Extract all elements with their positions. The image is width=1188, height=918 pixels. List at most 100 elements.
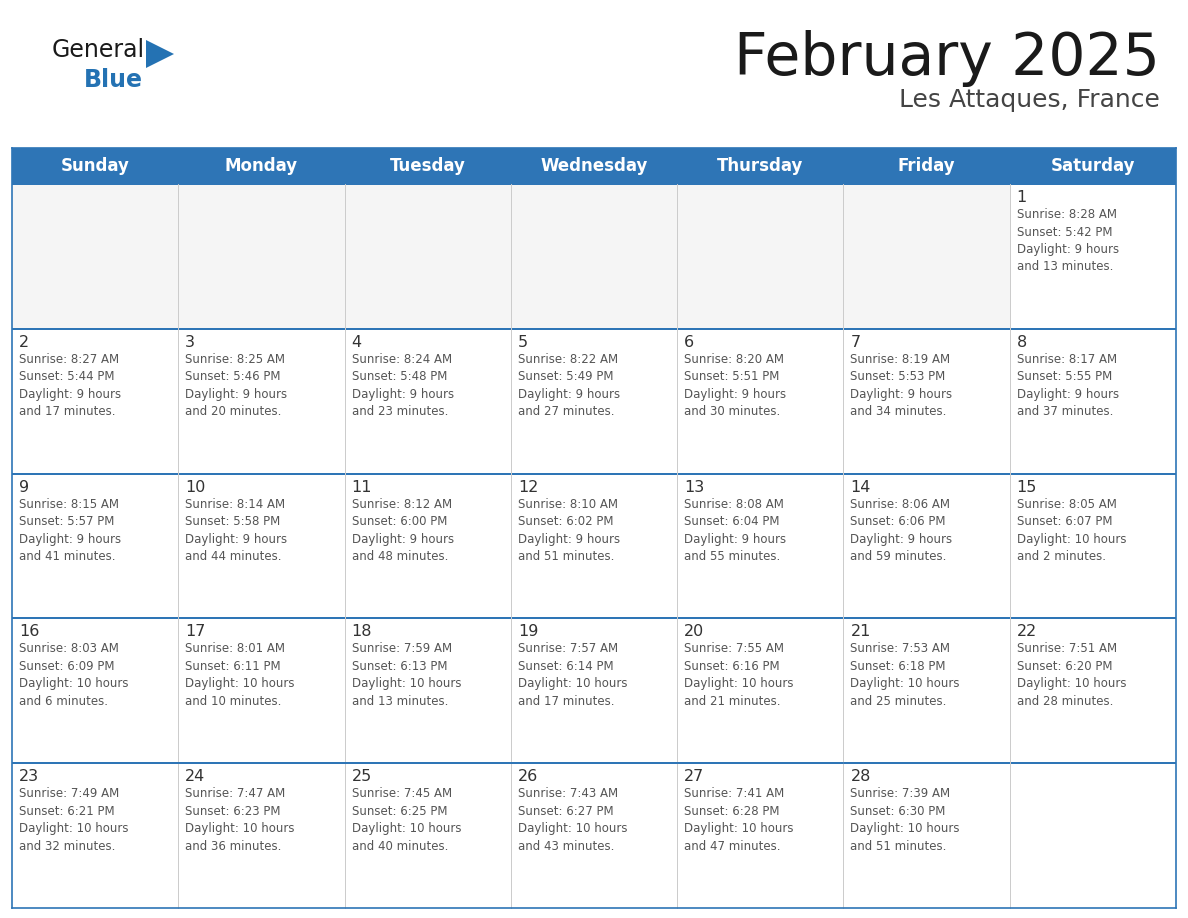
Text: February 2025: February 2025 [734,30,1159,87]
Bar [12,329,178,474]
Bar [511,329,677,474]
Text: 13: 13 [684,479,704,495]
Text: 3: 3 [185,335,195,350]
Bar [511,763,677,908]
Text: Sunrise: 8:19 AM
Sunset: 5:53 PM
Daylight: 9 hours
and 34 minutes.: Sunrise: 8:19 AM Sunset: 5:53 PM Dayligh… [851,353,953,419]
Text: 10: 10 [185,479,206,495]
Bar [677,763,843,908]
Text: 21: 21 [851,624,871,640]
Bar [511,474,677,619]
Text: Sunrise: 7:39 AM
Sunset: 6:30 PM
Daylight: 10 hours
and 51 minutes.: Sunrise: 7:39 AM Sunset: 6:30 PM Dayligh… [851,788,960,853]
Text: Sunrise: 7:51 AM
Sunset: 6:20 PM
Daylight: 10 hours
and 28 minutes.: Sunrise: 7:51 AM Sunset: 6:20 PM Dayligh… [1017,643,1126,708]
Text: Sunrise: 8:10 AM
Sunset: 6:02 PM
Daylight: 9 hours
and 51 minutes.: Sunrise: 8:10 AM Sunset: 6:02 PM Dayligh… [518,498,620,563]
Text: Thursday: Thursday [718,157,803,175]
Bar [1010,763,1176,908]
Bar [843,763,1010,908]
Text: Sunrise: 8:17 AM
Sunset: 5:55 PM
Daylight: 9 hours
and 37 minutes.: Sunrise: 8:17 AM Sunset: 5:55 PM Dayligh… [1017,353,1119,419]
Text: 28: 28 [851,769,871,784]
Bar [511,184,677,329]
Text: Sunrise: 8:06 AM
Sunset: 6:06 PM
Daylight: 9 hours
and 59 minutes.: Sunrise: 8:06 AM Sunset: 6:06 PM Dayligh… [851,498,953,563]
Bar [843,474,1010,619]
Text: Wednesday: Wednesday [541,157,647,175]
Bar [12,763,178,908]
Text: Sunrise: 8:03 AM
Sunset: 6:09 PM
Daylight: 10 hours
and 6 minutes.: Sunrise: 8:03 AM Sunset: 6:09 PM Dayligh… [19,643,128,708]
Text: Sunday: Sunday [61,157,129,175]
Text: 22: 22 [1017,624,1037,640]
Bar [345,619,511,763]
Bar [1010,184,1176,329]
Bar [178,184,345,329]
Bar [1010,329,1176,474]
Bar [511,619,677,763]
Bar [12,474,178,619]
Bar [178,619,345,763]
Text: Tuesday: Tuesday [390,157,466,175]
Text: Sunrise: 7:41 AM
Sunset: 6:28 PM
Daylight: 10 hours
and 47 minutes.: Sunrise: 7:41 AM Sunset: 6:28 PM Dayligh… [684,788,794,853]
Bar [843,619,1010,763]
Text: Sunrise: 7:57 AM
Sunset: 6:14 PM
Daylight: 10 hours
and 17 minutes.: Sunrise: 7:57 AM Sunset: 6:14 PM Dayligh… [518,643,627,708]
Text: 7: 7 [851,335,860,350]
Text: 6: 6 [684,335,694,350]
Bar [677,184,843,329]
Bar [345,184,511,329]
Text: 15: 15 [1017,479,1037,495]
Bar [677,619,843,763]
Text: General: General [52,38,145,62]
Text: 27: 27 [684,769,704,784]
Text: 26: 26 [518,769,538,784]
Text: Sunrise: 8:20 AM
Sunset: 5:51 PM
Daylight: 9 hours
and 30 minutes.: Sunrise: 8:20 AM Sunset: 5:51 PM Dayligh… [684,353,786,419]
Text: Sunrise: 8:25 AM
Sunset: 5:46 PM
Daylight: 9 hours
and 20 minutes.: Sunrise: 8:25 AM Sunset: 5:46 PM Dayligh… [185,353,287,419]
Text: Les Attaques, France: Les Attaques, France [899,88,1159,112]
Bar [843,184,1010,329]
Bar [12,148,1176,184]
Text: 20: 20 [684,624,704,640]
Text: Sunrise: 8:08 AM
Sunset: 6:04 PM
Daylight: 9 hours
and 55 minutes.: Sunrise: 8:08 AM Sunset: 6:04 PM Dayligh… [684,498,786,563]
Bar [1010,619,1176,763]
Text: Sunrise: 8:12 AM
Sunset: 6:00 PM
Daylight: 9 hours
and 48 minutes.: Sunrise: 8:12 AM Sunset: 6:00 PM Dayligh… [352,498,454,563]
Text: Sunrise: 8:24 AM
Sunset: 5:48 PM
Daylight: 9 hours
and 23 minutes.: Sunrise: 8:24 AM Sunset: 5:48 PM Dayligh… [352,353,454,419]
Bar [843,329,1010,474]
Text: Sunrise: 7:55 AM
Sunset: 6:16 PM
Daylight: 10 hours
and 21 minutes.: Sunrise: 7:55 AM Sunset: 6:16 PM Dayligh… [684,643,794,708]
Text: Sunrise: 8:14 AM
Sunset: 5:58 PM
Daylight: 9 hours
and 44 minutes.: Sunrise: 8:14 AM Sunset: 5:58 PM Dayligh… [185,498,287,563]
Text: Sunrise: 8:22 AM
Sunset: 5:49 PM
Daylight: 9 hours
and 27 minutes.: Sunrise: 8:22 AM Sunset: 5:49 PM Dayligh… [518,353,620,419]
Bar [178,474,345,619]
Text: Sunrise: 8:28 AM
Sunset: 5:42 PM
Daylight: 9 hours
and 13 minutes.: Sunrise: 8:28 AM Sunset: 5:42 PM Dayligh… [1017,208,1119,274]
Text: 23: 23 [19,769,39,784]
Text: Sunrise: 8:01 AM
Sunset: 6:11 PM
Daylight: 10 hours
and 10 minutes.: Sunrise: 8:01 AM Sunset: 6:11 PM Dayligh… [185,643,295,708]
Text: Monday: Monday [225,157,298,175]
Text: Sunrise: 7:45 AM
Sunset: 6:25 PM
Daylight: 10 hours
and 40 minutes.: Sunrise: 7:45 AM Sunset: 6:25 PM Dayligh… [352,788,461,853]
Text: 1: 1 [1017,190,1026,205]
Text: 11: 11 [352,479,372,495]
Polygon shape [146,40,173,68]
Text: 2: 2 [19,335,30,350]
Text: Sunrise: 7:53 AM
Sunset: 6:18 PM
Daylight: 10 hours
and 25 minutes.: Sunrise: 7:53 AM Sunset: 6:18 PM Dayligh… [851,643,960,708]
Text: Sunrise: 8:15 AM
Sunset: 5:57 PM
Daylight: 9 hours
and 41 minutes.: Sunrise: 8:15 AM Sunset: 5:57 PM Dayligh… [19,498,121,563]
Bar [345,763,511,908]
Text: 25: 25 [352,769,372,784]
Text: Friday: Friday [898,157,955,175]
Text: 24: 24 [185,769,206,784]
Bar [12,184,178,329]
Text: Saturday: Saturday [1050,157,1135,175]
Text: Sunrise: 7:49 AM
Sunset: 6:21 PM
Daylight: 10 hours
and 32 minutes.: Sunrise: 7:49 AM Sunset: 6:21 PM Dayligh… [19,788,128,853]
Text: 12: 12 [518,479,538,495]
Text: Sunrise: 8:27 AM
Sunset: 5:44 PM
Daylight: 9 hours
and 17 minutes.: Sunrise: 8:27 AM Sunset: 5:44 PM Dayligh… [19,353,121,419]
Text: Sunrise: 8:05 AM
Sunset: 6:07 PM
Daylight: 10 hours
and 2 minutes.: Sunrise: 8:05 AM Sunset: 6:07 PM Dayligh… [1017,498,1126,563]
Text: 17: 17 [185,624,206,640]
Text: 8: 8 [1017,335,1026,350]
Text: Sunrise: 7:47 AM
Sunset: 6:23 PM
Daylight: 10 hours
and 36 minutes.: Sunrise: 7:47 AM Sunset: 6:23 PM Dayligh… [185,788,295,853]
Bar [677,329,843,474]
Text: Blue: Blue [84,68,143,92]
Text: 9: 9 [19,479,30,495]
Bar [345,474,511,619]
Bar [677,474,843,619]
Bar [178,329,345,474]
Text: 14: 14 [851,479,871,495]
Bar [12,619,178,763]
Bar [1010,474,1176,619]
Bar [178,763,345,908]
Text: Sunrise: 7:59 AM
Sunset: 6:13 PM
Daylight: 10 hours
and 13 minutes.: Sunrise: 7:59 AM Sunset: 6:13 PM Dayligh… [352,643,461,708]
Text: 16: 16 [19,624,39,640]
Bar [345,329,511,474]
Text: Sunrise: 7:43 AM
Sunset: 6:27 PM
Daylight: 10 hours
and 43 minutes.: Sunrise: 7:43 AM Sunset: 6:27 PM Dayligh… [518,788,627,853]
